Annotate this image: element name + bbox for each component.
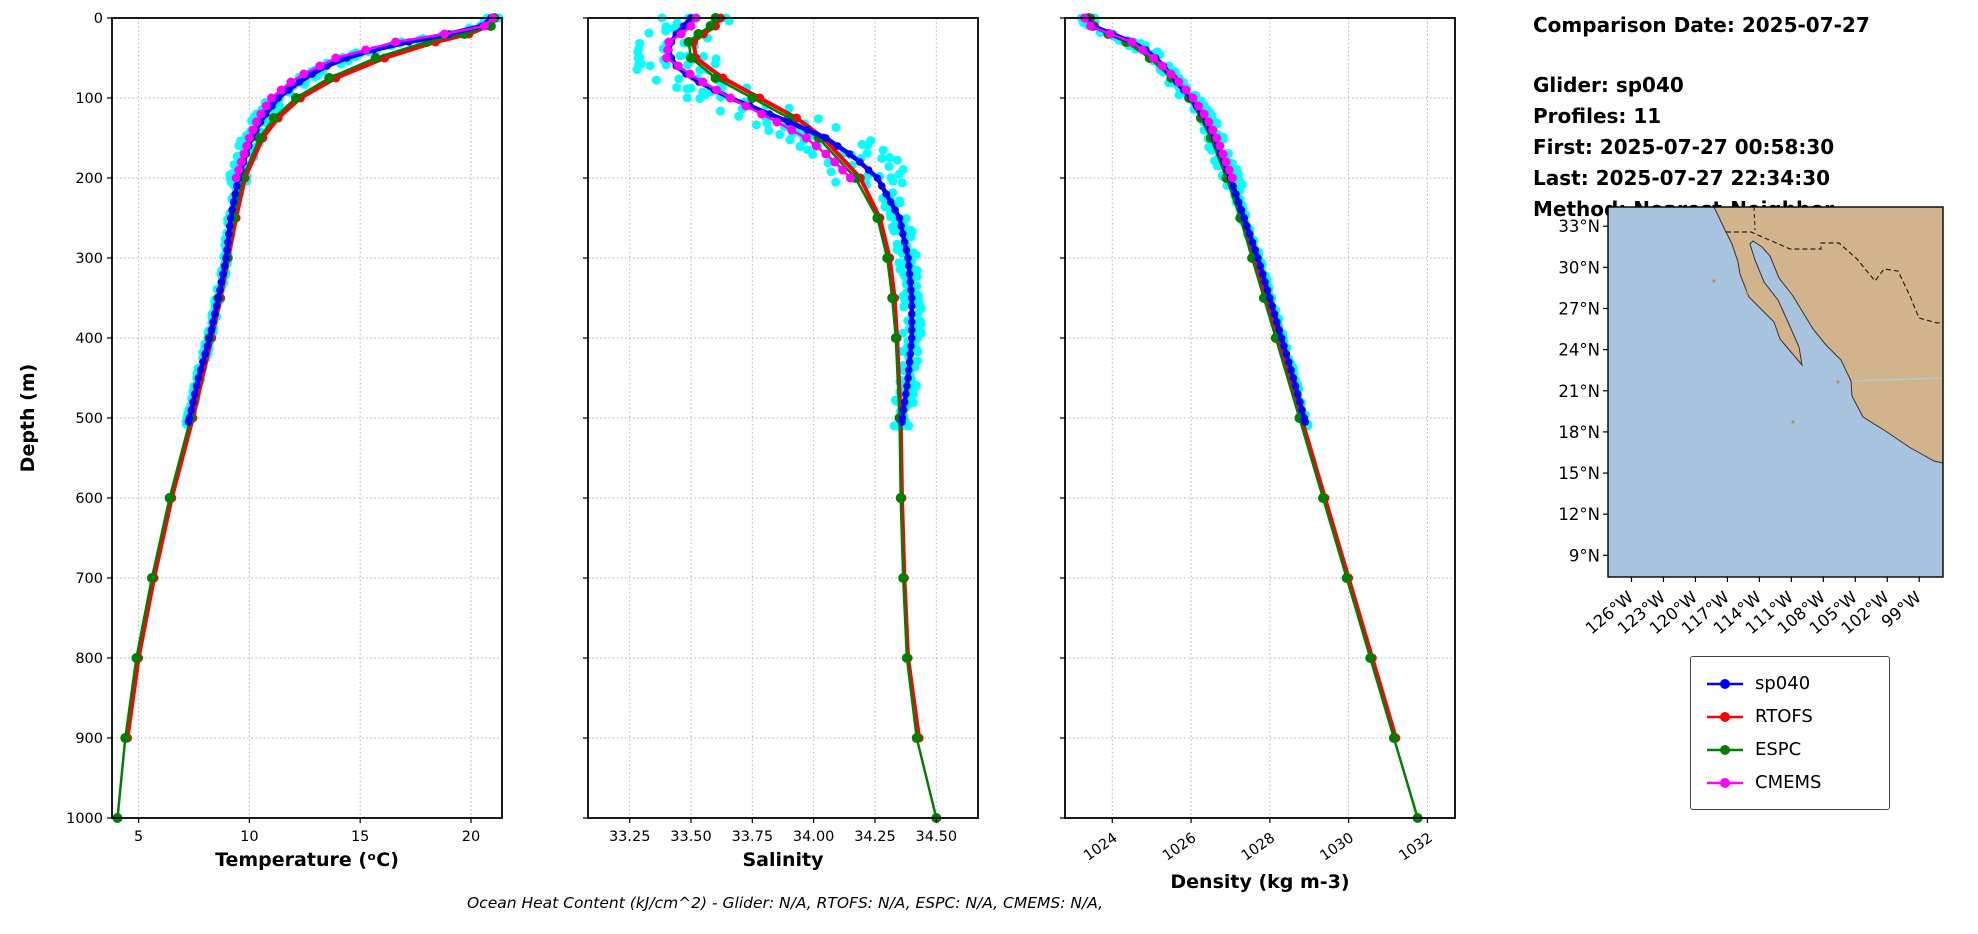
legend-marker-icon [1707,678,1743,689]
x-tick-label: 1032 [1396,830,1435,864]
legend-item-espc: ESPC [1705,733,1875,766]
location-map: 33°N30°N27°N24°N21°N18°N15°N12°N9°N126°W… [1558,206,1944,638]
x-tick-label: 1030 [1318,830,1357,864]
y-tick-label: 0 [94,11,103,27]
series-RTOFS [1086,13,1401,743]
map-lat-label: 12°N [1558,505,1600,524]
x-tick-label: 20 [462,829,480,845]
x-tick-label: 34.50 [916,829,958,845]
x-tick-label: 33.25 [609,829,651,845]
map-lat-label: 18°N [1558,423,1600,442]
series-ESPC [1083,13,1423,823]
legend-marker-icon [1707,711,1743,722]
subplot-salinity: 33.25 33.50 33.75 34.00 34.25 34.50 Salinity [583,13,979,871]
y-tick-label: 600 [75,491,103,507]
x-tick-label: 1024 [1081,830,1120,864]
legend: sp040 RTOFS ESPC CMEMS [1690,656,1890,810]
legend-label: CMEMS [1755,772,1822,793]
map-lat-label: 27°N [1558,299,1600,318]
series-sp040 [665,14,916,426]
x-tick-label: 10 [240,829,258,845]
info-line: Profiles: 11 [1533,104,1662,128]
x-tick-label: 5 [134,829,143,845]
ocean-heat-content-note: Ocean Heat Content (kJ/cm^2) - Glider: N… [466,894,1104,912]
x-tick-label: 34.00 [793,829,835,845]
series-RTOFS [123,13,498,743]
y-tick-label: 700 [75,571,103,587]
map-lat-label: 33°N [1558,217,1600,236]
x-tick-label: 33.75 [732,829,774,845]
x-tick-label: 34.25 [854,829,896,845]
y-axis-label: Depth (m) [17,364,39,473]
us-mexico-border [1726,231,1944,324]
info-line: Last: 2025-07-27 22:34:30 [1533,166,1831,190]
map-lat-label: 15°N [1558,464,1600,483]
river-line [1852,377,1944,382]
subplot-density: 1024 1026 1028 1030 1032 Density (kg m-3) [1060,13,1456,893]
map-lat-label: 24°N [1558,341,1600,360]
legend-label: RTOFS [1755,706,1813,727]
legend-marker-icon [1707,744,1743,755]
map-land-polygon [1713,206,1944,464]
series-CMEMS [1080,13,1237,183]
y-tick-label: 100 [75,91,103,107]
map-lat-label: 9°N [1569,546,1600,565]
x-axis-label-salinity: Salinity [742,849,824,871]
profile-plots: 5 10 15 2001002003004005006007008009001000T… [17,11,1456,893]
map-border [1607,206,1944,578]
x-axis-label-density: Density (kg m-3) [1170,871,1349,893]
y-tick-label: 900 [75,731,103,747]
comparison-date: Comparison Date: 2025-07-27 [1533,13,1870,37]
x-axis-label-temperature: Temperature (ᵒC) [215,849,399,871]
y-tick-label: 800 [75,651,103,667]
info-line: Glider: sp040 [1533,73,1684,97]
series-sp040 [1082,14,1310,426]
glider-info-lines: Glider: sp040 Profiles: 11 First: 2025-07-… [1533,70,1973,225]
y-tick-label: 200 [75,171,103,187]
x-tick-label: 1026 [1160,830,1199,864]
state-border [1753,206,1756,231]
legend-item-sp040: sp040 [1705,667,1875,700]
map-lat-label: 21°N [1558,382,1600,401]
series-RTOFS [689,13,924,743]
subplot-temperature: 5 10 15 2001002003004005006007008009001000T… [17,11,504,871]
legend-item-rtofs: RTOFS [1705,700,1875,733]
map-islands [1712,279,1840,424]
info-line: First: 2025-07-27 00:58:30 [1533,135,1835,159]
legend-marker-icon [1707,777,1743,788]
y-tick-label: 500 [75,411,103,427]
y-tick-label: 1000 [66,811,103,827]
x-tick-label: 1028 [1239,830,1278,864]
x-tick-label: 15 [351,829,369,845]
x-tick-label: 33.50 [670,829,712,845]
y-tick-label: 300 [75,251,103,267]
legend-label: sp040 [1755,673,1811,694]
map-lat-label: 30°N [1558,258,1600,277]
legend-label: ESPC [1755,739,1802,760]
y-tick-label: 400 [75,331,103,347]
legend-item-cmems: CMEMS [1705,766,1875,799]
info-panel: Comparison Date: 2025-07-27 Glider: sp04… [1533,10,1973,225]
